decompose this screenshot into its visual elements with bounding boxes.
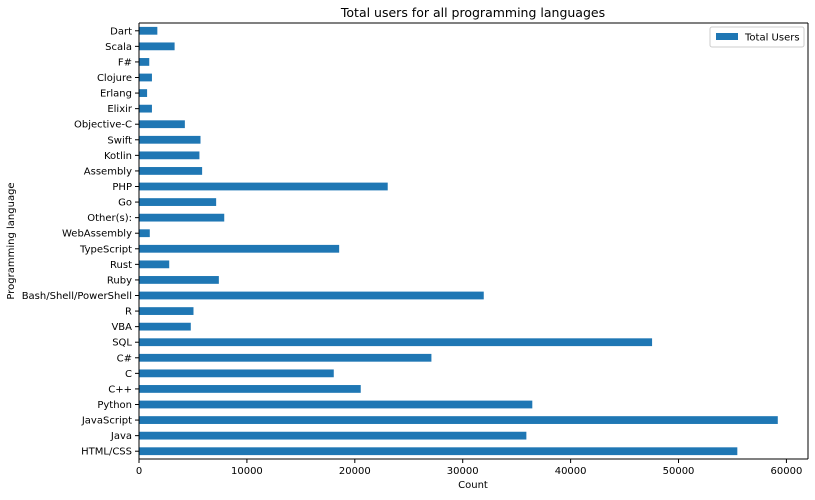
- bar-php: [139, 182, 388, 191]
- y-tick-label: Rust: [110, 260, 132, 271]
- y-tick-label: Assembly: [84, 166, 132, 177]
- y-tick-label: C#: [117, 353, 132, 364]
- x-tick-label: 40000: [555, 466, 587, 477]
- bars-layer: [139, 26, 778, 456]
- y-axis-label: Programming language: [6, 182, 17, 299]
- bar-r: [139, 307, 194, 315]
- x-tick-label: 30000: [447, 466, 479, 477]
- y-tick-label: Erlang: [100, 89, 132, 100]
- y-tick-label: Python: [97, 400, 132, 411]
- y-tick-label: WebAssembly: [62, 229, 132, 240]
- y-tick-label: R: [125, 307, 132, 318]
- y-tick-label: Elixir: [107, 104, 133, 115]
- y-tick-label: C: [125, 369, 132, 380]
- bar-dart: [139, 26, 158, 35]
- bar-go: [139, 198, 217, 206]
- bar-javascript: [139, 416, 778, 424]
- x-tick-label: 0: [136, 466, 142, 477]
- bar-vba: [139, 322, 191, 331]
- bar-bash-shell-powershell: [139, 291, 484, 300]
- y-tick-label: VBA: [111, 322, 132, 333]
- y-tick-label: C++: [108, 384, 132, 395]
- legend-swatch: [716, 33, 738, 40]
- y-tick-label: Java: [110, 431, 132, 442]
- x-tick-label: 10000: [231, 466, 263, 477]
- y-tick-label: Clojure: [97, 73, 132, 84]
- legend-label: Total Users: [744, 33, 800, 44]
- x-tick-label: 50000: [663, 466, 695, 477]
- bar-scala: [139, 42, 175, 51]
- y-tick-label: SQL: [112, 338, 132, 349]
- y-tick-label: Objective-C: [74, 120, 132, 131]
- legend-frame: [709, 26, 805, 48]
- bar-other-s: [139, 213, 225, 222]
- x-tick-label: 60000: [771, 466, 803, 477]
- bar-c: [139, 385, 361, 393]
- x-axis-label: Count: [458, 480, 488, 491]
- chart-title: Total users for all programming language…: [340, 5, 605, 20]
- bar-erlang: [139, 89, 148, 97]
- axes-layer: [138, 22, 809, 460]
- bar-elixir: [139, 104, 152, 113]
- y-tick-label: Other(s):: [87, 213, 132, 224]
- y-tick-label: Kotlin: [104, 151, 132, 162]
- bar-python: [139, 400, 533, 409]
- bar-c: [139, 353, 432, 362]
- y-tick-label: Go: [118, 198, 132, 209]
- x-ticks-layer: 0 10000 20000 30000 40000 50000 60000: [136, 459, 803, 477]
- bar-sql: [139, 338, 653, 347]
- bar-objective-c: [139, 120, 185, 129]
- bar-java: [139, 431, 527, 440]
- bar-rust: [139, 260, 170, 269]
- bar-c: [139, 369, 334, 378]
- bar-f: [139, 58, 150, 66]
- bar-kotlin: [139, 151, 200, 160]
- y-tick-label: Swift: [107, 135, 132, 146]
- x-tick-label: 20000: [339, 466, 371, 477]
- bar-html-css: [139, 447, 738, 456]
- y-ticks-layer: HTML/CSS Java JavaScript Python C++ C C# SQL VBA…: [22, 26, 139, 458]
- bar-swift: [139, 135, 201, 144]
- y-tick-label: JavaScript: [81, 416, 132, 427]
- y-tick-label: TypeScript: [79, 244, 132, 255]
- bar-typescript: [139, 244, 340, 253]
- y-tick-label: Dart: [110, 26, 132, 37]
- bar-assembly: [139, 167, 203, 175]
- y-tick-label: F#: [118, 57, 132, 68]
- y-tick-label: Bash/Shell/PowerShell: [22, 291, 132, 302]
- bar-webassembly: [139, 229, 150, 238]
- y-tick-label: HTML/CSS: [81, 447, 132, 458]
- bar-clojure: [139, 73, 152, 82]
- legend: Total Users: [709, 26, 805, 48]
- y-tick-label: PHP: [112, 182, 132, 193]
- bar-ruby: [139, 276, 219, 284]
- y-tick-label: Ruby: [107, 275, 132, 286]
- y-tick-label: Scala: [105, 42, 132, 53]
